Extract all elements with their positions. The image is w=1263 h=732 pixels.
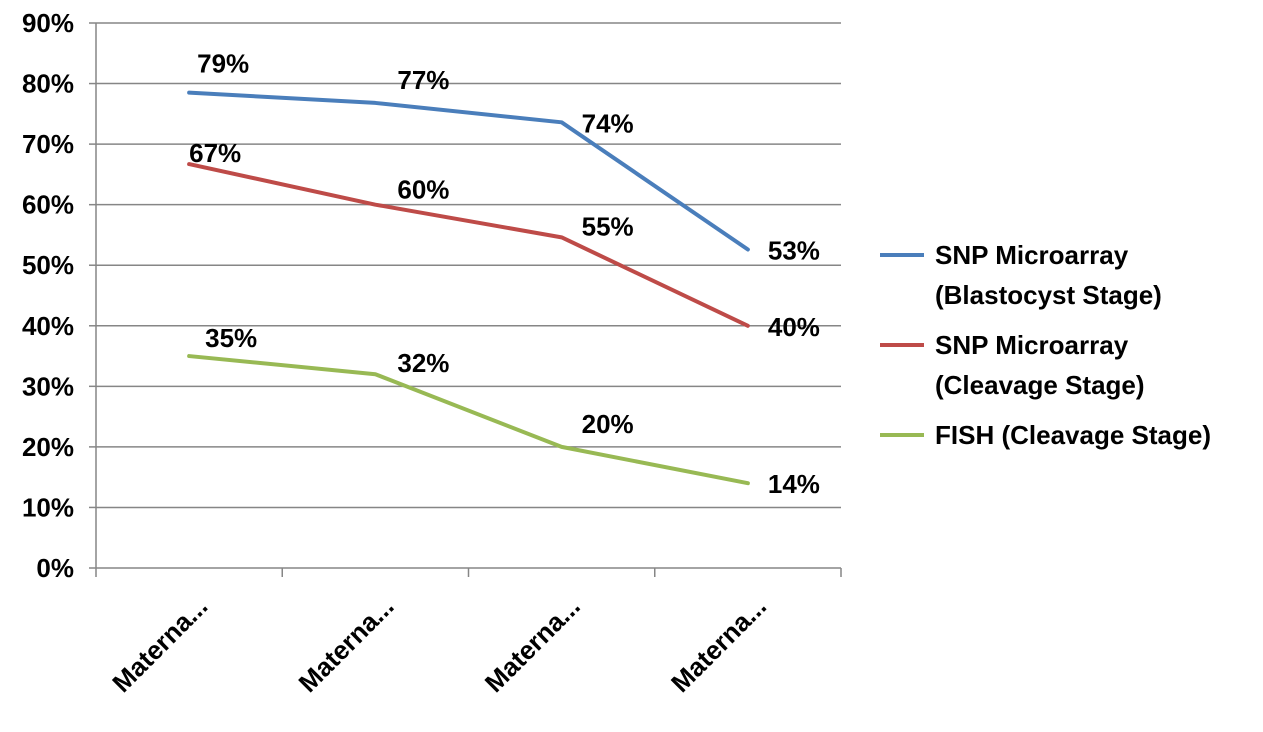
legend-label: (Cleavage Stage) — [935, 370, 1145, 400]
data-labels: 79% 77% 74% 53% 67% 60% 55% 40% 35% 32% 20% 14% — [189, 49, 820, 500]
data-label: 67% — [189, 138, 241, 168]
y-tick-label: 10% — [22, 492, 74, 522]
gridlines — [96, 22, 841, 509]
y-tick-label: 60% — [22, 190, 74, 220]
legend-label: FISH (Cleavage Stage) — [935, 420, 1211, 450]
data-label: 32% — [397, 348, 449, 378]
data-label: 55% — [582, 211, 634, 241]
x-tick-label: Materna... — [293, 591, 400, 698]
legend-label: SNP Microarray — [935, 240, 1129, 270]
data-label: 14% — [768, 469, 820, 499]
x-tick-label: Materna... — [665, 591, 772, 698]
series-line — [187, 162, 750, 328]
y-tick-label: 0% — [36, 553, 74, 583]
y-tick-label: 80% — [22, 69, 74, 99]
x-tick-label: Materna... — [479, 591, 586, 698]
x-axis-tick-labels: Materna... Materna... Materna... Materna... — [106, 591, 772, 698]
data-label: 77% — [397, 65, 449, 95]
y-tick-label: 20% — [22, 432, 74, 462]
legend-label: SNP Microarray — [935, 330, 1129, 360]
series-lines — [187, 90, 750, 486]
y-tick-label: 70% — [22, 129, 74, 159]
data-label: 20% — [582, 409, 634, 439]
data-label: 40% — [768, 312, 820, 342]
y-tick-label: 90% — [22, 8, 74, 38]
y-tick-label: 50% — [22, 250, 74, 280]
data-label: 79% — [197, 49, 249, 79]
data-label: 74% — [582, 108, 634, 138]
x-tick-label: Materna... — [106, 591, 213, 698]
data-label: 60% — [397, 175, 449, 205]
series-line — [187, 354, 750, 486]
legend: SNP Microarray (Blastocyst Stage) SNP Micr… — [880, 240, 1211, 450]
y-tick-label: 40% — [22, 311, 74, 341]
y-tick-label: 30% — [22, 371, 74, 401]
y-axis-tick-labels: 0% 10% 20% 30% 40% 50% 60% 70% 80% 90% — [22, 8, 74, 583]
axes — [89, 22, 842, 577]
data-label: 53% — [768, 235, 820, 265]
data-label: 35% — [205, 323, 257, 353]
legend-label: (Blastocyst Stage) — [935, 280, 1162, 310]
series-line — [187, 90, 750, 252]
